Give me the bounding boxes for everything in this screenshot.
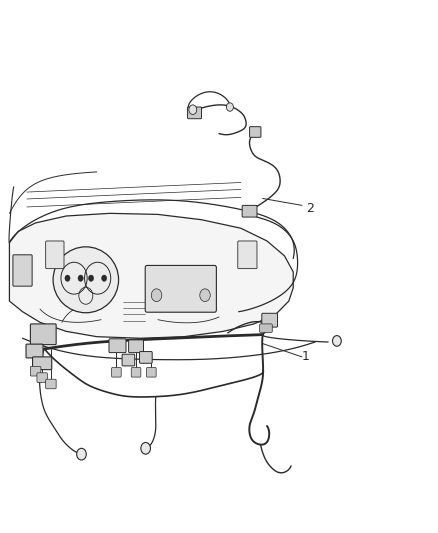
- Circle shape: [78, 275, 83, 281]
- FancyBboxPatch shape: [30, 367, 41, 376]
- FancyBboxPatch shape: [262, 313, 278, 327]
- FancyBboxPatch shape: [131, 368, 141, 377]
- FancyBboxPatch shape: [13, 255, 32, 286]
- Circle shape: [189, 105, 197, 115]
- Ellipse shape: [53, 247, 119, 313]
- FancyBboxPatch shape: [26, 344, 43, 358]
- FancyBboxPatch shape: [46, 241, 64, 269]
- FancyBboxPatch shape: [37, 373, 47, 382]
- FancyBboxPatch shape: [147, 368, 156, 377]
- Polygon shape: [10, 213, 293, 338]
- FancyBboxPatch shape: [140, 352, 152, 364]
- FancyBboxPatch shape: [46, 379, 56, 389]
- Circle shape: [77, 448, 86, 460]
- FancyBboxPatch shape: [238, 241, 257, 269]
- Circle shape: [226, 103, 233, 111]
- FancyBboxPatch shape: [30, 324, 56, 345]
- FancyBboxPatch shape: [242, 205, 257, 217]
- FancyBboxPatch shape: [129, 340, 144, 353]
- FancyBboxPatch shape: [187, 107, 201, 119]
- FancyBboxPatch shape: [32, 357, 52, 369]
- FancyBboxPatch shape: [145, 265, 216, 312]
- Circle shape: [141, 442, 150, 454]
- Circle shape: [200, 289, 210, 302]
- Text: 2: 2: [306, 201, 314, 214]
- Circle shape: [151, 289, 162, 302]
- FancyBboxPatch shape: [250, 127, 261, 138]
- Circle shape: [102, 275, 107, 281]
- FancyBboxPatch shape: [260, 324, 272, 333]
- FancyBboxPatch shape: [122, 354, 135, 366]
- FancyBboxPatch shape: [109, 339, 126, 353]
- Text: 1: 1: [302, 350, 310, 364]
- Circle shape: [88, 275, 94, 281]
- Circle shape: [332, 336, 341, 346]
- FancyBboxPatch shape: [112, 368, 121, 377]
- Circle shape: [65, 275, 70, 281]
